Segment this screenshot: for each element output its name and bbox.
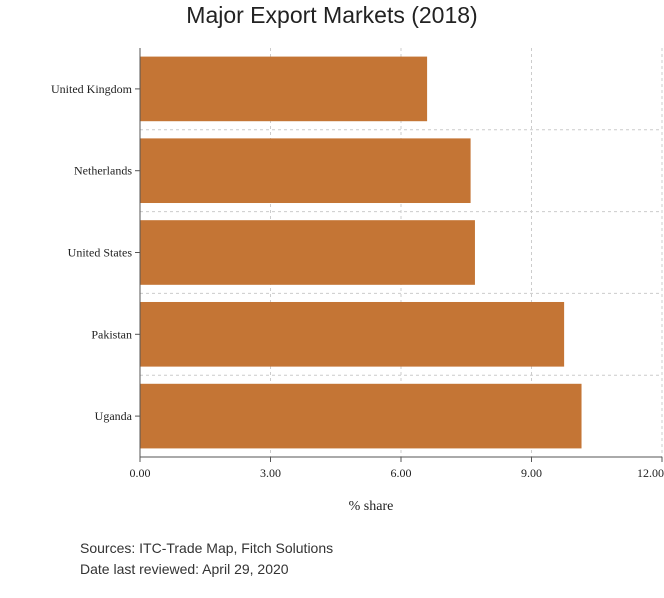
y-tick-label: United Kingdom (51, 82, 133, 96)
chart-title: Major Export Markets (2018) (186, 2, 478, 28)
y-tick-label: United States (68, 246, 133, 260)
y-tick-label: Uganda (95, 409, 133, 423)
bar-united-kingdom (140, 56, 428, 122)
y-tick-label: Pakistan (91, 327, 132, 341)
bar-chart: United Kingdom Netherlands United States Pa… (51, 48, 664, 514)
x-tick-label: 9.00 (521, 466, 542, 480)
x-tick-label: 12.00 (637, 466, 664, 480)
x-axis-title: % share (349, 499, 394, 514)
chart-footer: Sources: ITC-Trade Map, Fitch Solutions … (80, 538, 333, 580)
y-tick-label: Netherlands (74, 164, 132, 178)
bar-pakistan (140, 301, 565, 367)
bar-united-states (140, 220, 475, 285)
bar-netherlands (140, 138, 471, 204)
bar-uganda (140, 383, 582, 449)
x-tick-label: 6.00 (391, 466, 412, 480)
x-tick-label: 3.00 (260, 466, 281, 480)
sources-note: Sources: ITC-Trade Map, Fitch Solutions (80, 540, 334, 556)
x-tick-label: 0.00 (130, 466, 151, 480)
date-reviewed-note: Date last reviewed: April 29, 2020 (80, 561, 289, 577)
